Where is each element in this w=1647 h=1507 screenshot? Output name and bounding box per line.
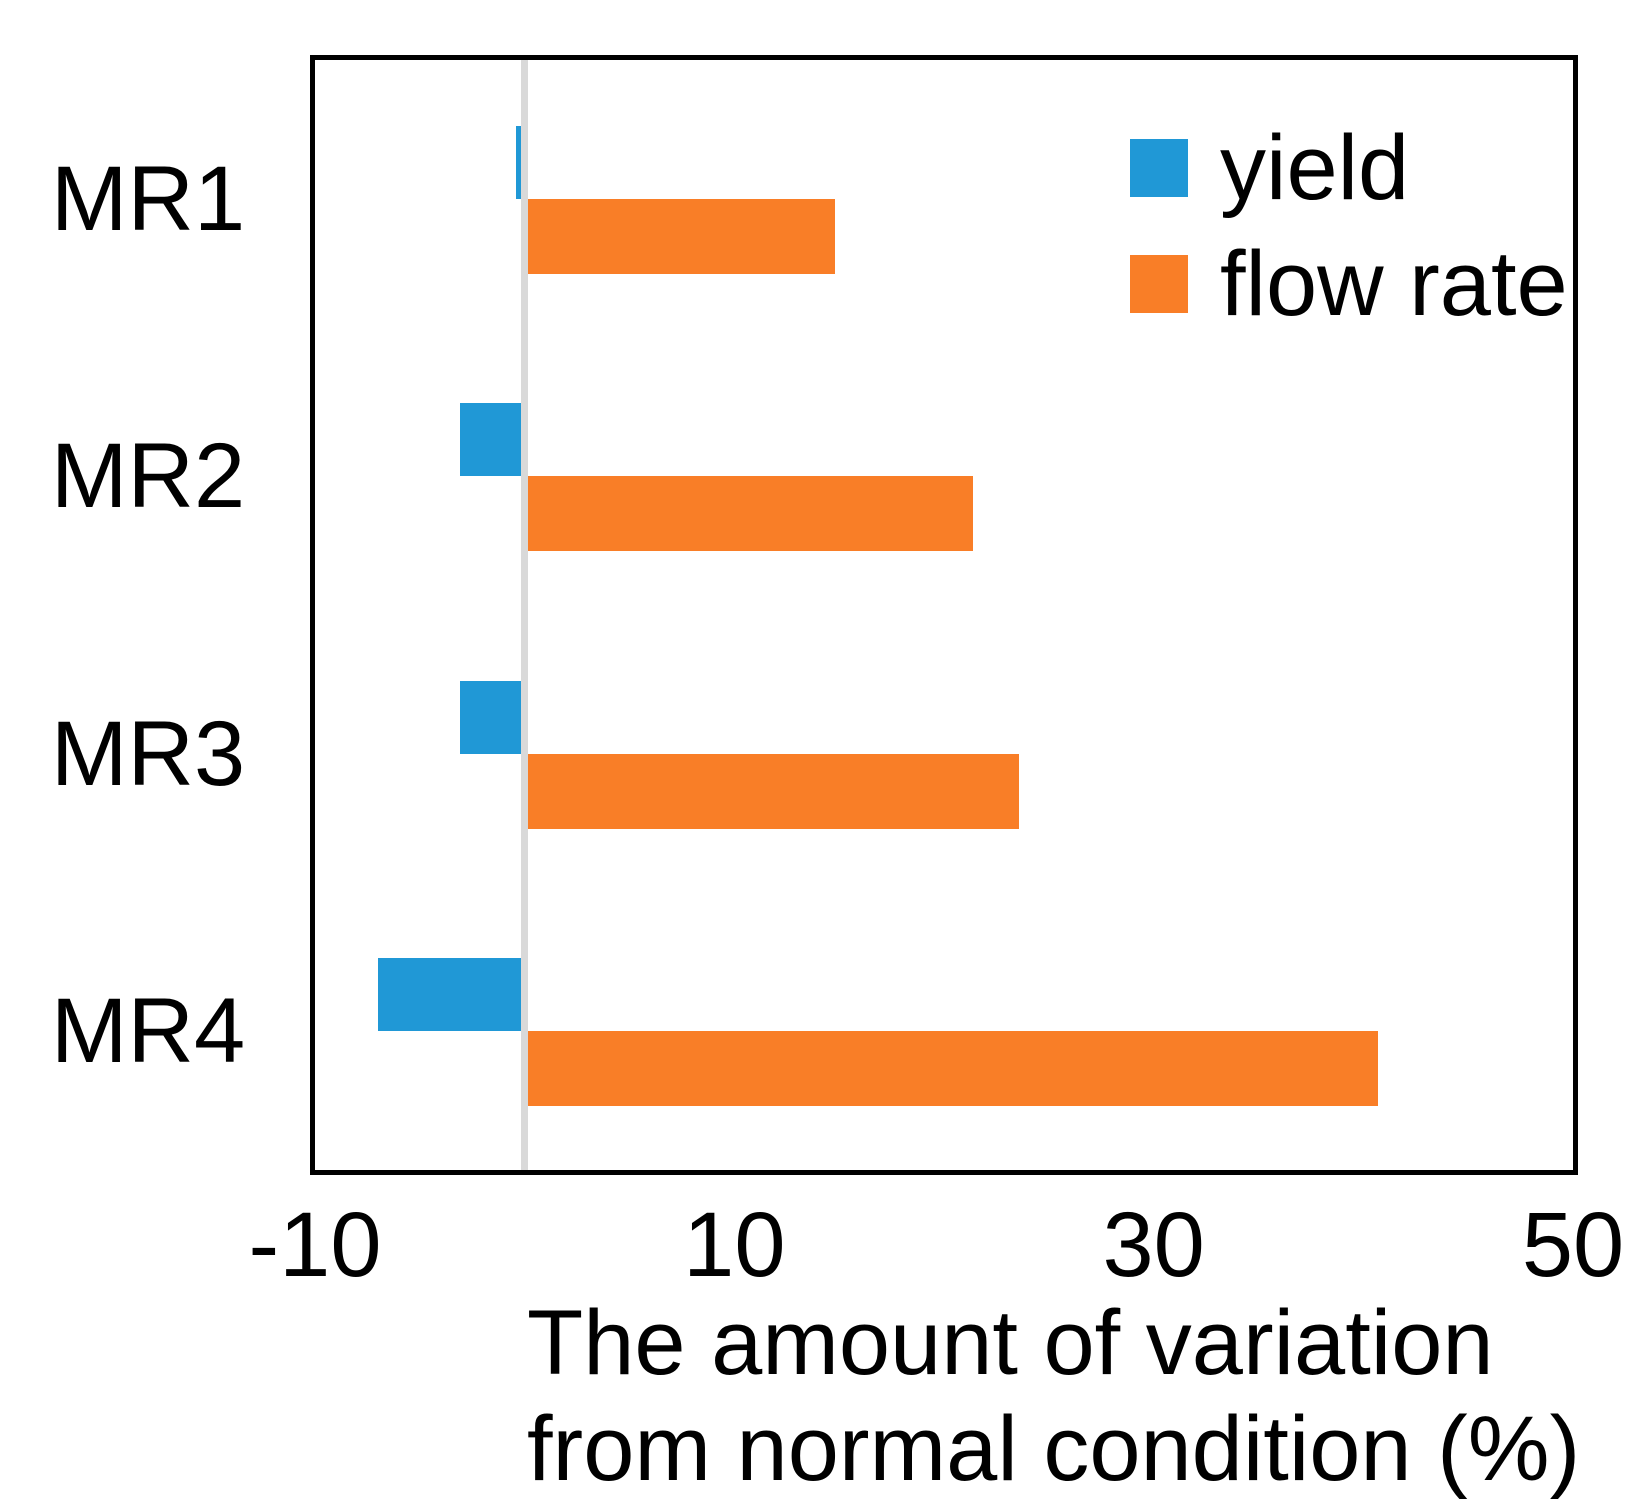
bar-yield-MR1 (516, 125, 525, 199)
bar-yield-MR3 (459, 680, 525, 754)
x-tick-10: 10 (683, 1194, 786, 1296)
category-label-MR1: MR1 (50, 147, 246, 250)
category-label-MR3: MR3 (50, 702, 246, 805)
plot-inner: yield flow rate (315, 60, 1573, 1170)
bar-yield-MR4 (377, 958, 525, 1032)
plot-area: yield flow rate (310, 55, 1578, 1175)
legend-label-yield: yield (1220, 117, 1410, 219)
yield-swatch-icon (1130, 139, 1188, 197)
value-axis: -10 10 30 50 (249, 1192, 1625, 1302)
bar-flow-rate-MR4 (524, 1031, 1378, 1107)
bar-yield-MR2 (459, 403, 525, 477)
category-label-MR2: MR2 (50, 425, 246, 528)
flow-rate-swatch-icon (1130, 255, 1188, 313)
bar-flow-rate-MR1 (524, 198, 835, 274)
zero-gridline (521, 60, 529, 1170)
category-label-MR4: MR4 (50, 980, 246, 1083)
x-tick--10: -10 (248, 1194, 382, 1296)
legend-label-flow-rate: flow rate (1220, 233, 1568, 335)
x-tick-50: 50 (1521, 1194, 1625, 1296)
bar-flow-rate-MR3 (524, 753, 1020, 829)
x-axis-title: The amount of variation from normal cond… (527, 1290, 1580, 1502)
x-axis-title-line1: The amount of variation (527, 1292, 1494, 1394)
legend-item-yield: yield (1130, 118, 1568, 218)
x-tick-30: 30 (1102, 1194, 1205, 1296)
legend: yield flow rate (1130, 118, 1568, 334)
bar-flow-rate-MR2 (524, 476, 974, 552)
x-axis-title-line2: from normal condition (%) (527, 1398, 1581, 1500)
legend-item-flow-rate: flow rate (1130, 234, 1568, 334)
